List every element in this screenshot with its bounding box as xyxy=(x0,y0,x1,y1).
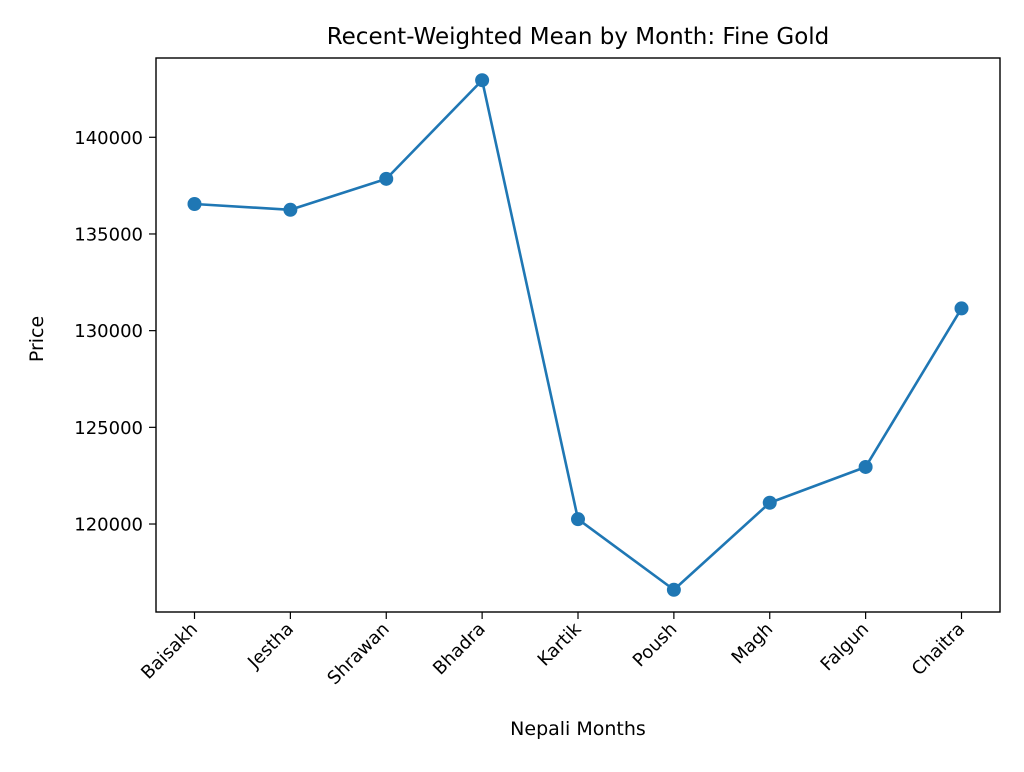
y-tick-label: 130000 xyxy=(74,321,143,342)
x-tick-label: Falgun xyxy=(817,619,874,676)
x-tick-label: Magh xyxy=(728,619,778,669)
y-axis-label: Price xyxy=(26,316,48,362)
x-tick-label: Jestha xyxy=(243,619,298,674)
data-point xyxy=(283,202,298,217)
x-tick-label: Kartik xyxy=(534,618,586,670)
y-tick-label: 120000 xyxy=(74,515,143,536)
data-point xyxy=(666,582,681,597)
x-axis-label: Nepali Months xyxy=(510,718,646,740)
x-tick-label: Baisakh xyxy=(137,619,202,684)
data-point xyxy=(571,512,585,527)
plot-area: 120000 125000 130000 135000 140000 Baisakh Jes… xyxy=(74,73,969,689)
data-point xyxy=(858,459,873,474)
data-point xyxy=(475,73,490,88)
x-tick-label: Shrawan xyxy=(323,619,393,689)
x-tick-label: Bhadra xyxy=(429,619,490,680)
y-tick-label: 135000 xyxy=(74,224,143,245)
chart-title: Recent-Weighted Mean by Month: Fine Gold xyxy=(327,24,830,50)
data-point xyxy=(762,495,777,510)
y-tick-label: 140000 xyxy=(74,128,143,149)
data-point xyxy=(379,171,394,186)
plot-frame xyxy=(155,57,1001,613)
data-point xyxy=(954,301,969,316)
y-tick-label: 125000 xyxy=(74,418,143,439)
x-tick-label: Poush xyxy=(629,619,682,672)
x-tick-label: Chaitra xyxy=(908,619,969,680)
data-point xyxy=(187,196,202,211)
